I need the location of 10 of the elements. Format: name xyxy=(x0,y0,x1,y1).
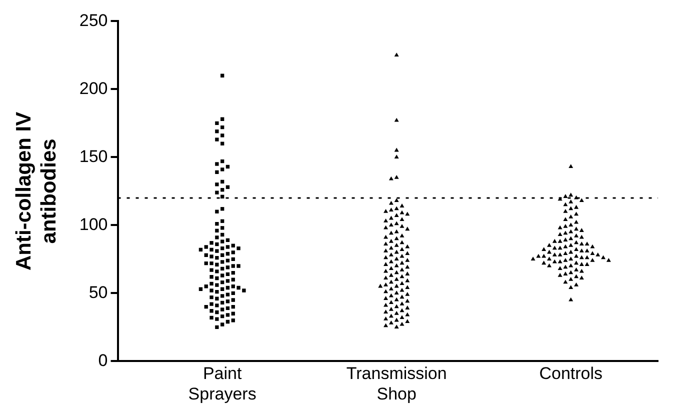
y-axis-title: Anti-collagen IV antibodies xyxy=(12,112,61,271)
y-tick-label: 250 xyxy=(79,10,108,30)
y-tick-label: 100 xyxy=(79,214,108,234)
y-tick-label: 200 xyxy=(79,78,108,98)
y-tick-label: 50 xyxy=(88,282,108,302)
y-tick-label: 0 xyxy=(98,350,108,370)
x-tick-label: Controls xyxy=(539,364,603,384)
x-tick-label: Paint Sprayers xyxy=(188,364,256,404)
x-tick-label: Transmission Shop xyxy=(346,364,447,404)
y-tick-label: 150 xyxy=(79,146,108,166)
